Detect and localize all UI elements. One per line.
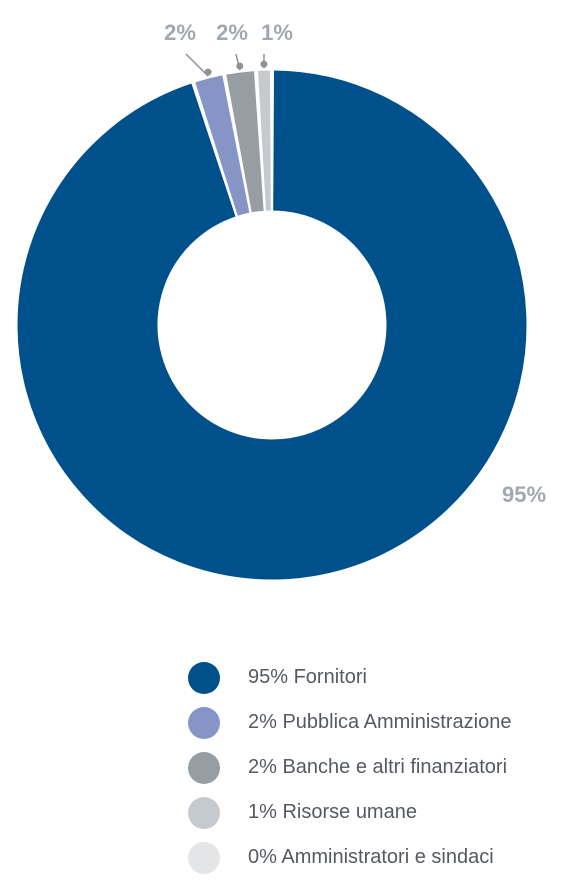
- legend-label-banche: 2% Banche e altri finanziatori: [248, 756, 507, 779]
- legend-item-risorse-umane: 1% Risorse umane: [188, 790, 511, 835]
- legend-swatch-banche: [188, 752, 220, 784]
- legend-item-amministratori-sindaci: 0% Amministratori e sindaci: [188, 835, 511, 880]
- data-label-risorse-umane: 1%: [261, 20, 293, 45]
- legend-swatch-pubblica-amministrazione: [188, 707, 220, 739]
- legend-item-fornitori: 95% Fornitori: [188, 655, 511, 700]
- chart-legend: 95% Fornitori 2% Pubblica Amministrazion…: [188, 655, 511, 880]
- donut-chart: 95% 2% 2% 1%: [0, 0, 571, 640]
- legend-label-pubblica-amministrazione: 2% Pubblica Amministrazione: [248, 711, 511, 734]
- legend-label-fornitori: 95% Fornitori: [248, 666, 367, 689]
- leader-dot-banche: [236, 63, 243, 70]
- leader-dot-pubblica-amministrazione: [205, 69, 212, 76]
- legend-label-risorse-umane: 1% Risorse umane: [248, 801, 417, 824]
- data-label-pubblica-amministrazione: 2%: [164, 20, 196, 45]
- data-label-fornitori: 95%: [502, 482, 546, 507]
- data-label-banche: 2%: [216, 20, 248, 45]
- slice-fornitori: [17, 70, 527, 580]
- legend-swatch-risorse-umane: [188, 797, 220, 829]
- legend-swatch-amministratori-sindaci: [188, 842, 220, 874]
- leader-dot-risorse-umane: [260, 61, 267, 68]
- legend-item-banche: 2% Banche e altri finanziatori: [188, 745, 511, 790]
- legend-item-pubblica-amministrazione: 2% Pubblica Amministrazione: [188, 700, 511, 745]
- legend-swatch-fornitori: [188, 662, 220, 694]
